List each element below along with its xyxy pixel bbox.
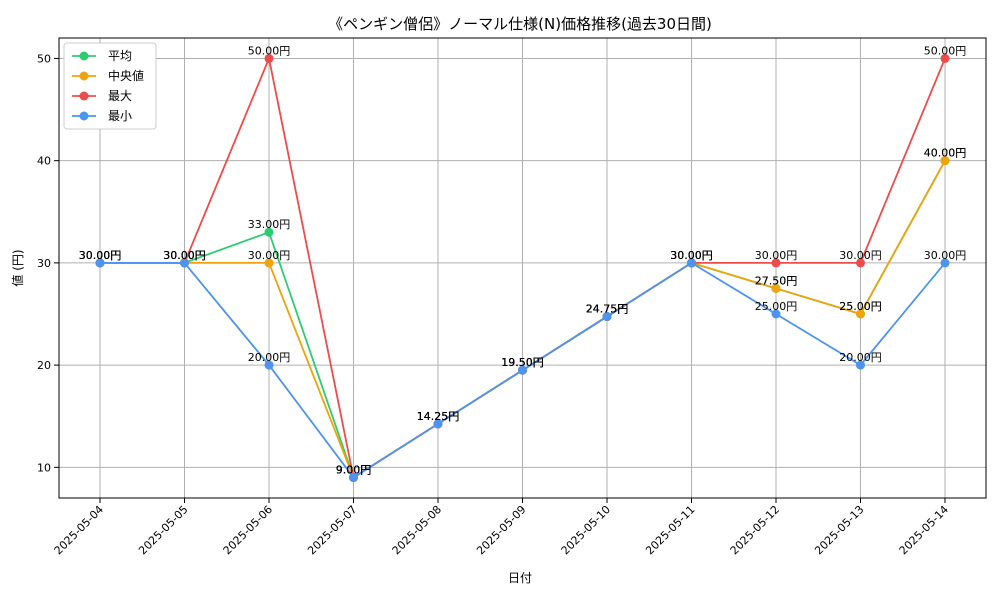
data-label: 30.00円 [248,249,291,262]
legend-label: 中央値 [108,68,144,83]
data-label: 30.00円 [163,249,206,262]
data-label: 30.00円 [755,249,798,262]
data-label: 20.00円 [248,351,291,364]
data-label: 40.00円 [924,147,967,160]
data-label: 24.75円 [586,303,629,316]
chart-title: 《ペンギン僧侶》ノーマル仕様(N)価格推移(過去30日間) [328,15,712,33]
y-tick-label: 10 [37,461,51,474]
data-label: 14.25円 [417,410,460,423]
x-tick-label: 2025-05-05 [136,503,190,557]
data-label: 30.00円 [670,249,713,262]
data-label: 30.00円 [163,249,206,262]
data-point [856,309,865,319]
y-tick-label: 30 [37,257,51,270]
y-axis-ticks: 10 20 30 40 50 [37,52,59,474]
data-label: 25.00円 [839,300,882,313]
legend-swatch-marker [79,111,89,121]
y-tick-label: 50 [37,52,51,65]
data-label: 19.50円 [501,356,544,369]
data-label: 30.00円 [670,249,713,262]
data-label: 30.00円 [924,249,967,262]
data-label: 24.75円 [586,303,629,316]
data-label: 30.00円 [79,249,122,262]
y-tick-label: 40 [37,155,51,168]
legend-label: 最小 [108,109,132,123]
data-point [771,309,781,319]
data-label: 14.25円 [417,410,460,423]
legend-box [63,42,157,130]
data-label: 24.75円 [586,303,629,316]
data-label: 24.75円 [586,303,629,316]
data-label: 33.00円 [248,218,291,231]
data-label: 25.00円 [839,300,882,313]
legend-swatch-marker [79,91,89,101]
data-point [940,53,950,63]
data-point [264,360,274,370]
data-label: 27.50円 [755,274,798,287]
x-axis-ticks: 2025-05-04 2025-05-05 2025-05-06 2025-05-07… [52,498,951,557]
y-tick-label: 20 [37,359,51,372]
data-label: 30.00円 [79,249,122,262]
data-point [264,227,274,237]
data-point [602,312,612,322]
data-label: 30.00円 [670,249,713,262]
legend-label: 平均 [108,49,132,63]
legend-swatch-marker [79,71,89,81]
data-label: 9.00円 [336,464,372,477]
data-label: 9.00円 [336,464,372,477]
data-point [856,258,865,268]
data-point [264,53,274,63]
legend-label: 最大 [108,89,132,103]
x-tick-label: 2025-05-07 [305,503,359,557]
data-point [856,360,865,370]
data-point [433,419,443,429]
data-label: 19.50円 [501,356,544,369]
data-label: 19.50円 [501,356,544,369]
data-label: 40.00円 [924,147,967,160]
data-label: 30.00円 [839,249,882,262]
data-point [771,283,781,293]
data-label: 50.00円 [248,44,291,57]
data-point [180,258,189,268]
x-tick-label: 2025-05-06 [221,503,275,557]
data-point [940,156,950,166]
data-label: 30.00円 [79,249,122,262]
legend-swatch-marker [79,51,89,61]
data-label: 14.25円 [417,410,460,423]
x-tick-label: 2025-05-08 [390,503,444,557]
data-label: 9.00円 [336,464,372,477]
x-tick-label: 2025-05-13 [812,503,866,557]
data-label: 30.00円 [79,249,122,262]
data-label: 27.50円 [755,274,798,287]
data-point [95,258,105,268]
data-label: 30.00円 [163,249,206,262]
data-label: 30.00円 [670,249,713,262]
data-label: 19.50円 [501,356,544,369]
data-label: 25.00円 [755,300,798,313]
data-label: 50.00円 [924,44,967,57]
data-point [940,258,950,268]
series-layer [95,53,950,483]
x-tick-label: 2025-05-11 [643,503,697,557]
x-tick-label: 2025-05-09 [474,503,528,557]
x-axis-label: 日付 [508,571,532,585]
data-label: 30.00円 [163,249,206,262]
grid [59,38,986,498]
data-point [264,258,274,268]
x-tick-label: 2025-05-04 [52,503,106,557]
data-label: 9.00円 [336,464,372,477]
data-point [518,365,527,375]
data-labels: 30.00円 30.00円 33.00円 9.00円 14.25円 19.50円 24.75… [79,44,967,476]
data-label: 14.25円 [417,410,460,423]
data-point [687,258,696,268]
y-axis-label: 値 (円) [10,249,25,286]
x-tick-label: 2025-05-10 [559,503,613,557]
data-point [771,258,781,268]
data-point [349,473,358,483]
data-label: 20.00円 [839,351,882,364]
x-tick-label: 2025-05-14 [897,503,951,557]
x-tick-label: 2025-05-12 [728,503,782,557]
